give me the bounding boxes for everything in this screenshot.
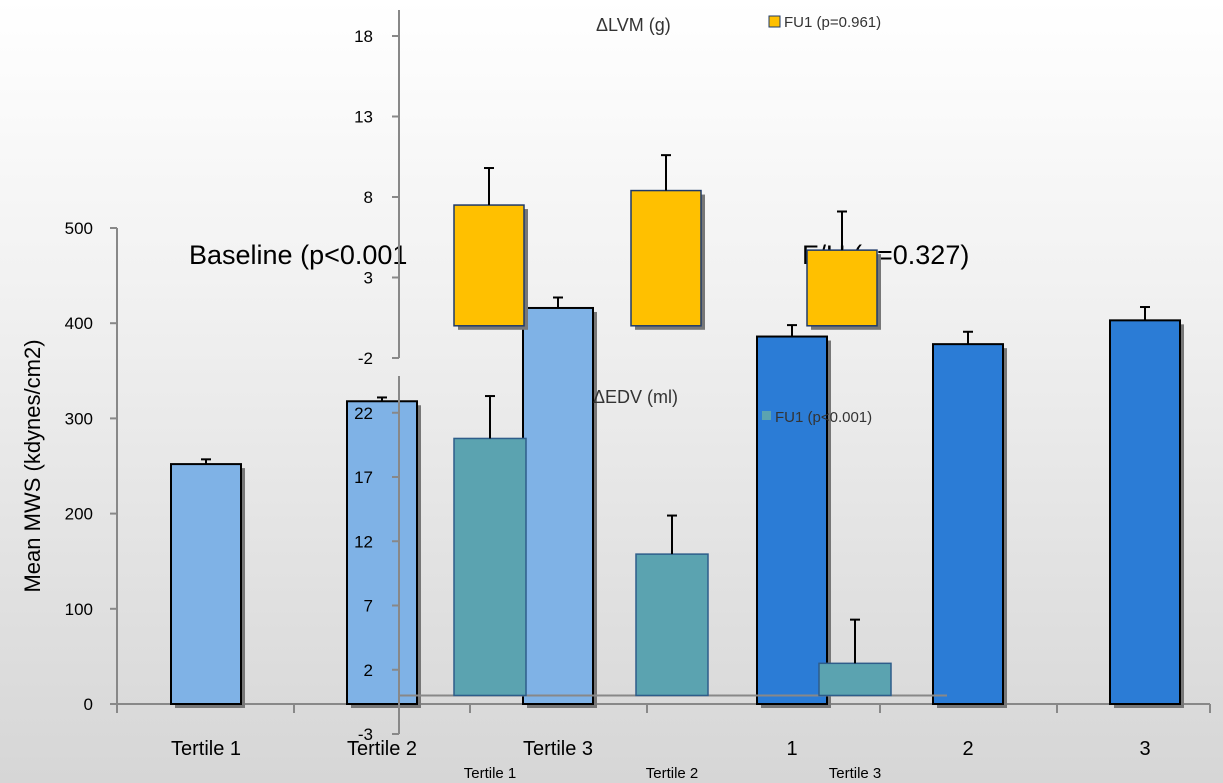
x-tick-label: Tertile 2 bbox=[347, 738, 417, 760]
lvm-bar bbox=[453, 204, 525, 327]
edv-bar bbox=[635, 553, 709, 697]
edv-y-tick-label: 2 bbox=[364, 661, 373, 680]
x-tick-label: Tertile 1 bbox=[171, 738, 241, 760]
edv-y-tick-label: -3 bbox=[358, 725, 373, 744]
mws-bar bbox=[756, 335, 828, 705]
lvm-bar bbox=[806, 249, 878, 327]
edv-bar bbox=[453, 437, 527, 697]
mws-bar bbox=[346, 400, 418, 705]
edv-legend-swatch bbox=[762, 411, 771, 420]
mws-bar bbox=[932, 343, 1004, 705]
x-tick-label: 1 bbox=[786, 738, 797, 760]
baseline-panel-title: Baseline (p<0.001 bbox=[189, 240, 407, 270]
edv-legend-label: FU1 (p<0.001) bbox=[775, 409, 872, 426]
y-tick-label: 0 bbox=[84, 695, 93, 714]
lvm-y-tick-label: 18 bbox=[354, 27, 373, 46]
lvm-bar bbox=[630, 189, 702, 327]
x-tick-label: Tertile 3 bbox=[523, 738, 593, 760]
mws-bar bbox=[522, 306, 594, 705]
delta-lvm-inset: ΔLVM (g) -2 3 8 13 18 FU1 (p=0.961) bbox=[354, 10, 881, 368]
edv-x-tick-label: Tertile 3 bbox=[829, 765, 882, 782]
edv-title: ΔEDV (ml) bbox=[593, 387, 678, 407]
y-axis-label: Mean MWS (kdynes/cm2) bbox=[20, 339, 45, 592]
y-tick-label: 300 bbox=[65, 409, 93, 428]
delta-edv-inset: ΔEDV (ml) -3 2 7 12 17 22 FU1 (p<0.001) Tertile… bbox=[354, 376, 947, 782]
edv-bar bbox=[818, 662, 892, 697]
lvm-legend-swatch bbox=[768, 15, 781, 28]
edv-y-tick-label: 12 bbox=[354, 532, 373, 551]
edv-y-tick-label: 17 bbox=[354, 468, 373, 487]
edv-y-tick-label: 22 bbox=[354, 404, 373, 423]
y-tick-label: 100 bbox=[65, 600, 93, 619]
lvm-y-tick-label: 3 bbox=[364, 269, 373, 288]
edv-x-tick-label: Tertile 1 bbox=[464, 765, 517, 782]
edv-y-tick-label: 7 bbox=[364, 597, 373, 616]
y-tick-label: 400 bbox=[65, 314, 93, 333]
lvm-title: ΔLVM (g) bbox=[596, 15, 671, 35]
lvm-y-tick-label: -2 bbox=[358, 349, 373, 368]
lvm-legend-label: FU1 (p=0.961) bbox=[784, 14, 881, 31]
mws-bar bbox=[170, 463, 242, 706]
x-tick-label: 2 bbox=[962, 738, 973, 760]
edv-x-tick-label: Tertile 2 bbox=[646, 765, 699, 782]
y-tick-label: 200 bbox=[65, 505, 93, 524]
y-tick-label: 500 bbox=[65, 219, 93, 238]
mws-chart: Mean MWS (kdynes/cm2) Baseline (p<0.001 … bbox=[20, 219, 1211, 760]
lvm-y-tick-label: 8 bbox=[364, 188, 373, 207]
mws-bar bbox=[1109, 319, 1181, 705]
lvm-y-tick-label: 13 bbox=[354, 108, 373, 127]
x-tick-label: 3 bbox=[1139, 738, 1150, 760]
